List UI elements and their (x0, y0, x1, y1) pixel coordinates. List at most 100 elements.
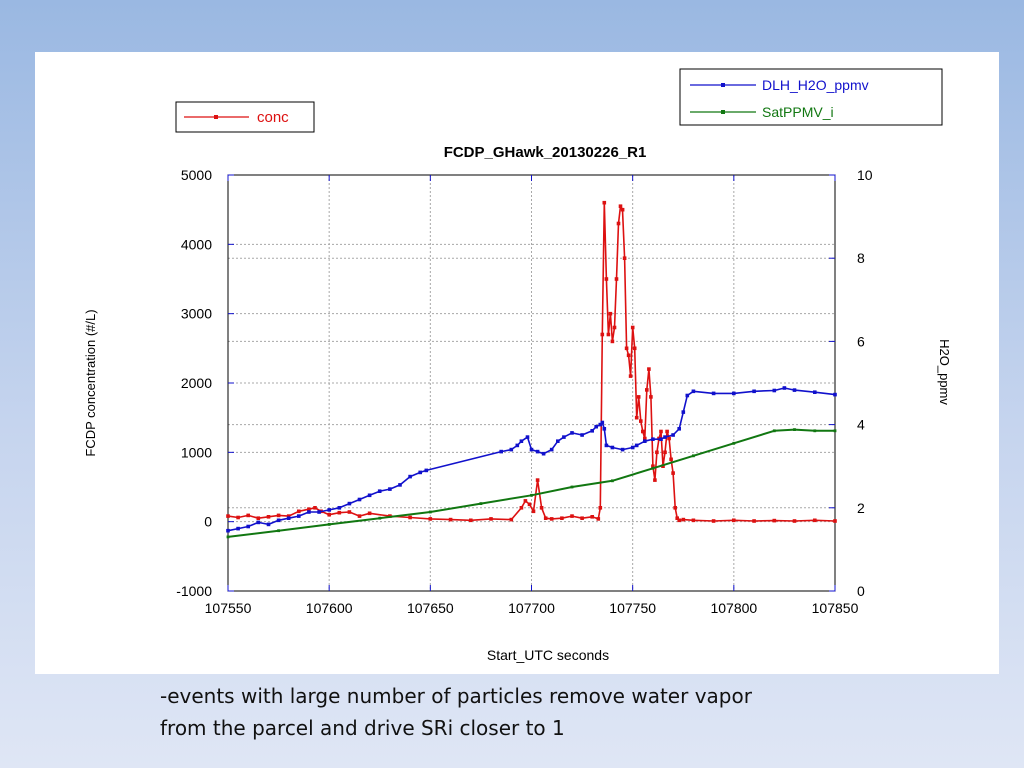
grid-lines (228, 175, 835, 591)
data-point (624, 346, 629, 351)
data-point (535, 478, 540, 482)
data-point (673, 506, 677, 510)
y-tick-label-right: 0 (857, 583, 865, 599)
data-point (792, 519, 797, 523)
data-point (659, 429, 663, 434)
data-point (347, 501, 352, 506)
data-point (651, 464, 655, 468)
data-point (307, 507, 311, 511)
data-point (276, 518, 281, 523)
data-point (556, 439, 560, 443)
data-point (610, 445, 615, 450)
data-point (246, 513, 250, 518)
data-point (600, 332, 605, 337)
y-tick-label-right: 8 (857, 250, 865, 266)
data-point (499, 449, 503, 454)
data-point (622, 256, 627, 260)
data-point (620, 207, 625, 212)
data-point (347, 510, 352, 514)
series-layer (226, 200, 837, 539)
data-point (833, 392, 837, 397)
data-point (782, 386, 787, 390)
data-point (525, 435, 530, 439)
data-point (337, 506, 342, 510)
data-point (639, 419, 643, 423)
legend-item-conc: conc (257, 109, 289, 126)
data-point (286, 516, 291, 520)
legend-item-dlh: DLH_H2O_ppmv (762, 77, 869, 93)
data-point (580, 516, 584, 520)
data-point (570, 514, 574, 518)
data-point (570, 431, 574, 435)
data-point (692, 454, 695, 458)
y-tick-label-left: 2000 (181, 375, 212, 391)
data-point (377, 489, 382, 493)
data-point (833, 519, 837, 523)
data-point (448, 517, 453, 522)
data-point (523, 499, 528, 503)
data-point (651, 437, 655, 441)
legend-left: conc (175, 101, 315, 133)
data-point (634, 443, 639, 448)
data-point (598, 506, 603, 510)
data-point (602, 200, 607, 205)
data-point (276, 513, 281, 518)
data-point (357, 497, 362, 502)
data-point (297, 514, 301, 518)
data-point (675, 516, 679, 520)
data-point (519, 439, 524, 443)
data-point (604, 277, 609, 281)
x-tick-label: 107800 (710, 600, 757, 616)
data-point (610, 339, 615, 344)
data-point (793, 428, 796, 431)
data-point (813, 390, 817, 394)
data-point (792, 388, 797, 392)
data-point (549, 447, 554, 452)
figure-panel: 107550 107600 107650 107700 107750 107800 1078… (35, 52, 999, 674)
data-point (677, 518, 681, 523)
data-point (327, 512, 331, 517)
data-point (531, 509, 536, 514)
data-point (509, 517, 514, 522)
data-point (643, 439, 647, 443)
legend-right: DLH_H2O_ppmv SatPPMV_i (679, 68, 943, 126)
data-point (539, 506, 544, 510)
data-point (388, 487, 392, 491)
x-axis-label: Start_UTC seconds (487, 647, 609, 663)
data-point (681, 517, 686, 522)
data-point (266, 522, 271, 527)
data-point (408, 515, 412, 520)
data-point (612, 325, 617, 330)
data-point (632, 346, 637, 351)
data-point (833, 429, 837, 433)
data-point (515, 443, 520, 448)
y-tick-label-right: 6 (857, 333, 865, 349)
data-point (594, 424, 598, 429)
data-point (256, 516, 261, 520)
data-point (643, 436, 647, 441)
series-line (227, 201, 836, 522)
data-point (630, 325, 635, 330)
data-point (628, 374, 633, 378)
data-point (313, 506, 317, 510)
data-point (604, 443, 609, 448)
y-tick-label-left: 4000 (181, 236, 212, 252)
x-tick-label: 107700 (508, 600, 555, 616)
data-point (772, 388, 777, 393)
data-point (634, 415, 639, 420)
series-satppmv-i (226, 428, 837, 539)
data-point (691, 389, 696, 394)
data-point (226, 514, 230, 518)
data-point (677, 427, 681, 431)
data-point (367, 493, 372, 498)
data-point (562, 435, 566, 439)
data-point (327, 523, 331, 526)
data-point (611, 479, 614, 483)
data-point (530, 493, 533, 497)
data-point (649, 395, 653, 399)
data-point (543, 516, 548, 520)
data-point (752, 519, 756, 523)
data-point (636, 395, 641, 399)
data-point (428, 517, 433, 521)
y-tick-label-left: 5000 (181, 167, 212, 183)
